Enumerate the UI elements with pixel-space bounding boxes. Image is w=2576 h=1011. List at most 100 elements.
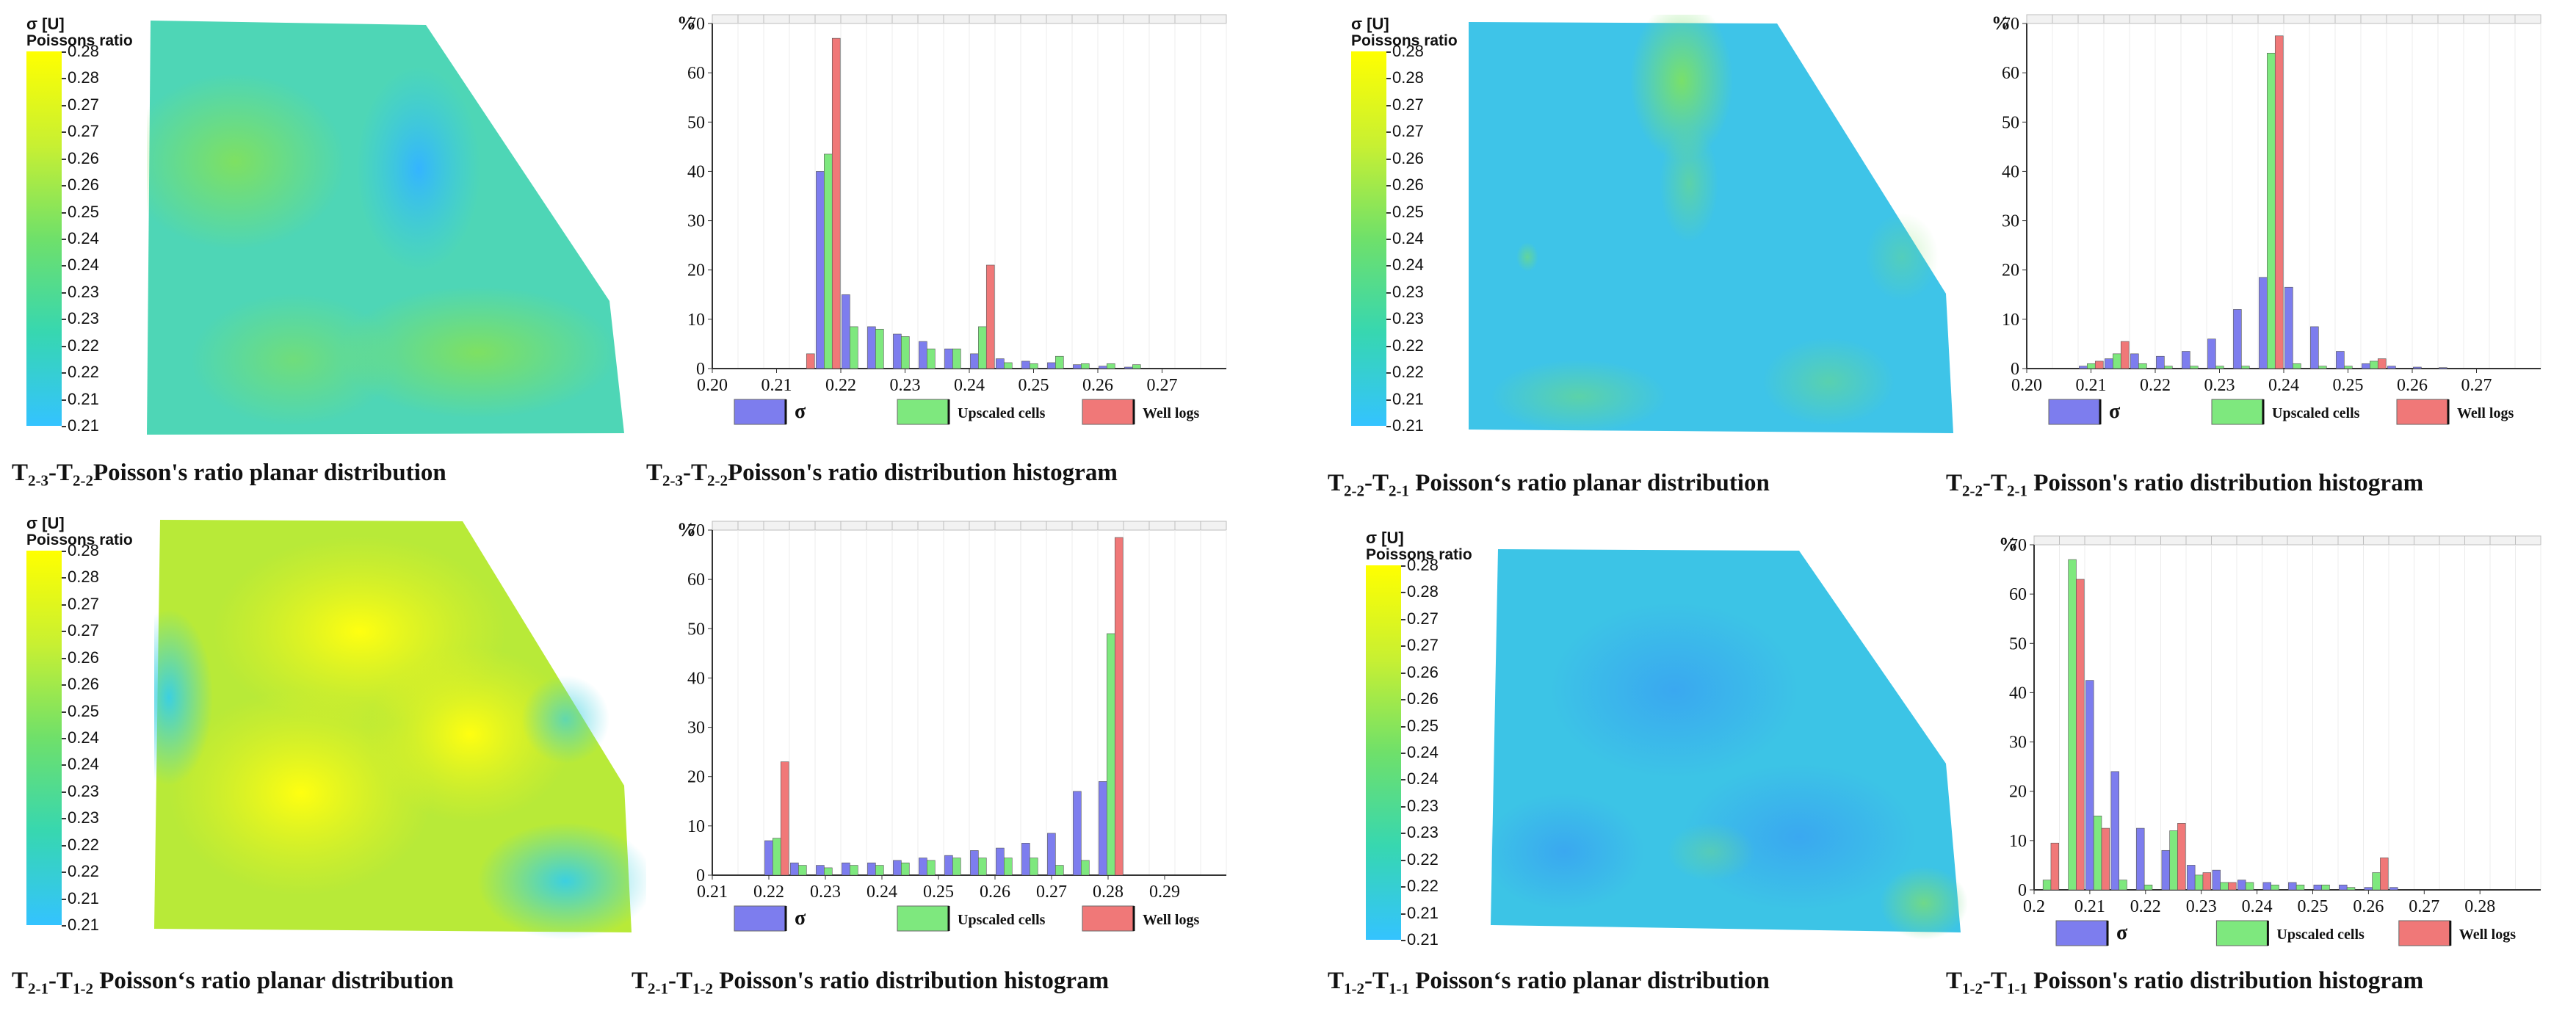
legend-tick-label: 0.21: [62, 416, 99, 435]
bar-upscaled: [1030, 858, 1038, 876]
map-caption: T2-3-T2-2Poisson's ratio planar distribu…: [12, 460, 446, 490]
legend-tick-label: 0.27: [62, 594, 99, 613]
bar-sigma: [2313, 884, 2322, 891]
legend-tick-label: 0.28: [62, 568, 99, 587]
bar-upscaled: [927, 348, 936, 369]
y-tick-label: 70: [2002, 15, 2019, 34]
bar-sigma: [944, 855, 953, 876]
bar-sigma: [1073, 364, 1082, 369]
y-tick-label: 60: [687, 64, 705, 83]
bar-upscaled: [2143, 884, 2153, 891]
legend-tick-label: 0.22: [1386, 363, 1424, 382]
legend-tick-label: 0.27: [62, 95, 99, 114]
legend-tick-label: 0.23: [62, 309, 99, 328]
bar-sigma: [893, 333, 902, 369]
legend-upscaled-swatch: [897, 399, 949, 425]
histogram-legend: σ Upscaled cells Well logs: [2055, 920, 2516, 946]
bar-sigma: [2284, 286, 2293, 369]
legend-tick-label: 0.23: [62, 808, 99, 827]
bar-sigma: [2310, 326, 2319, 369]
x-tick-label: 0.27: [1036, 883, 1067, 902]
bar-upscaled: [952, 348, 961, 369]
legend-tick-label: 0.26: [1401, 689, 1439, 709]
legend-title: Poissons ratio: [26, 32, 133, 49]
legend-unit: σ [U]: [26, 15, 65, 33]
y-tick-label: 40: [687, 669, 705, 688]
x-tick-label: 0.25: [2333, 376, 2364, 395]
bar-upscaled: [1030, 363, 1038, 369]
bar-sigma: [944, 348, 953, 369]
x-tick-label: 0.22: [825, 376, 856, 395]
legend-ticks: 0.28 0.28 0.27 0.27 0.26 0.26 0.25 0.24 0.24 0.23…: [1401, 556, 1488, 949]
y-tick-label: 30: [2002, 212, 2019, 231]
bar-upscaled: [1107, 633, 1115, 876]
legend-tick-label: 0.24: [62, 728, 99, 747]
legend-welllogs-label: Well logs: [1143, 405, 1199, 421]
x-tick-label: 0.22: [2130, 897, 2161, 916]
legend-title: Poissons ratio: [1366, 546, 1472, 563]
bar-welllogs: [831, 37, 841, 369]
y-tick-label: 60: [2009, 585, 2027, 604]
bar-upscaled: [875, 865, 884, 876]
x-tick-label: 0.22: [2140, 376, 2171, 395]
bar-sigma: [1021, 360, 1030, 369]
bar-upscaled: [1004, 858, 1013, 876]
legend-tick-label: 0.28: [1401, 582, 1439, 601]
legend-tick-label: 0.21: [62, 888, 99, 907]
legend-unit: σ [U]: [1351, 15, 1389, 33]
bar-upscaled: [2164, 366, 2173, 369]
y-tick-label: 40: [2002, 162, 2019, 181]
y-tick-label: 20: [2009, 783, 2027, 802]
bar-sigma: [2136, 827, 2145, 891]
bar-upscaled: [2318, 366, 2327, 369]
legend-title: Poissons ratio: [26, 532, 133, 548]
bar-welllogs: [2377, 358, 2387, 369]
legend-tick-label: 0.22: [62, 336, 99, 355]
bar-sigma: [1047, 833, 1056, 876]
bar-upscaled: [2042, 880, 2052, 891]
legend-tick-label: 0.21: [62, 389, 99, 408]
x-tick-label: 0.21: [761, 376, 792, 395]
bar-welllogs: [2120, 341, 2130, 369]
x-tick-label: 0.20: [697, 376, 728, 395]
legend-tick-label: 0.28: [1401, 556, 1439, 574]
bar-sigma: [2212, 869, 2221, 891]
x-tick-label: 0.24: [2242, 897, 2273, 916]
x-tick-label: 0.23: [2186, 897, 2217, 916]
y-tick-label: 50: [687, 620, 705, 639]
bar-upscaled: [1081, 363, 1090, 369]
x-tick-label: 0.27: [2409, 897, 2439, 916]
bar-sigma: [970, 353, 979, 369]
legend-tick-label: 0.22: [1386, 336, 1424, 355]
histogram-legend: σ Upscaled cells Well logs: [2048, 399, 2514, 425]
x-tick-label: 0.25: [2298, 897, 2329, 916]
x-tick-label: 0.22: [753, 883, 784, 902]
legend-sigma-swatch: [2048, 399, 2101, 425]
x-tick-label: 0.24: [954, 376, 985, 395]
x-tick-label: 0.20: [2011, 376, 2042, 395]
x-tick-label: 0.25: [1019, 376, 1049, 395]
legend-tick-label: 0.28: [62, 541, 99, 559]
bar-upscaled: [978, 858, 987, 876]
x-tick-label: 0.24: [2268, 376, 2299, 395]
bar-sigma: [2105, 358, 2113, 369]
bar-sigma: [2336, 351, 2345, 369]
legend-tick-label: 0.24: [1401, 743, 1439, 761]
legend-tick-label: 0.22: [62, 862, 99, 881]
bar-welllogs: [2101, 827, 2110, 891]
bar-upscaled: [1004, 362, 1013, 369]
map-caption: T2-2-T2-1 Poisson‘s ratio planar distrib…: [1328, 470, 1770, 500]
y-tick-label: 10: [2009, 832, 2027, 851]
bar-sigma: [2110, 771, 2119, 891]
legend-welllogs-label: Well logs: [2457, 405, 2514, 421]
bar-upscaled: [978, 326, 987, 369]
bar-sigma: [842, 294, 850, 369]
color-scale-bar: [26, 51, 62, 426]
legend-tick-label: 0.21: [62, 916, 99, 934]
bar-upscaled: [2271, 884, 2279, 891]
bar-sigma: [2288, 882, 2297, 891]
y-tick-label: 70: [687, 15, 705, 34]
histogram-chart: 0 10 20 30 40 50 60 70% 0.2 0.21 0.22 0.23 0.24 0.25 0…: [1999, 534, 2541, 946]
legend-sigma-swatch: [734, 399, 786, 425]
legend-upscaled-label: Upscaled cells: [958, 912, 1046, 928]
